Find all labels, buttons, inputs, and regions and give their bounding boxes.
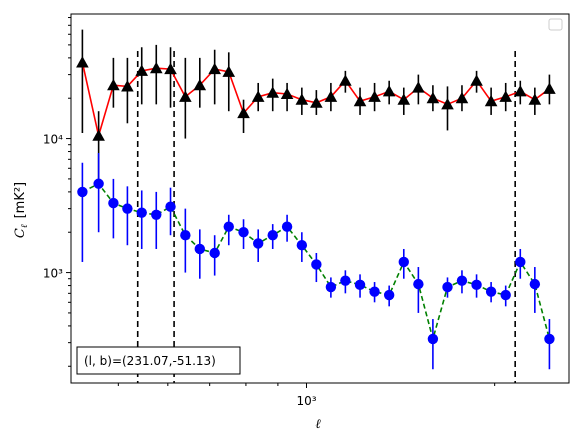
data-point-1-27: [471, 279, 482, 291]
y-tick-label-1000: 10³: [43, 267, 63, 281]
y-tick-label-10000: 10⁴: [43, 133, 63, 147]
data-point-1-7: [180, 230, 191, 241]
data-point-1-23: [413, 278, 424, 290]
data-point-0-11: [237, 106, 250, 119]
data-point-1-31: [529, 278, 541, 290]
data-point-1-3: [122, 203, 133, 214]
data-point-0-6: [164, 62, 177, 75]
data-point-1-29: [500, 289, 511, 301]
data-point-1-5: [151, 209, 162, 220]
ticks-layer: 10³ 10³ 10⁴: [43, 17, 496, 408]
data-point-1-26: [456, 275, 468, 286]
series-layer: [76, 29, 556, 370]
data-point-1-30: [515, 256, 526, 268]
data-point-0-0: [76, 56, 89, 68]
data-point-0-18: [339, 74, 352, 86]
data-point-0-30: [513, 85, 527, 97]
data-point-0-13: [266, 86, 280, 98]
x-tick-label-1000: 10³: [296, 394, 316, 408]
data-point-1-18: [340, 275, 351, 286]
data-point-1-21: [383, 289, 395, 301]
data-point-1-12: [252, 238, 264, 249]
data-point-0-15: [295, 93, 309, 105]
data-point-1-19: [354, 279, 366, 291]
y-axis-label-main: C: [13, 228, 28, 238]
data-point-1-0: [77, 186, 88, 198]
data-point-1-13: [267, 230, 278, 241]
data-point-1-16: [311, 259, 322, 270]
data-point-0-3: [121, 80, 134, 92]
data-point-1-24: [427, 333, 439, 345]
data-point-1-25: [442, 281, 453, 293]
data-point-0-1: [92, 129, 105, 141]
data-point-1-6: [165, 201, 176, 212]
data-point-0-21: [382, 85, 396, 97]
plot-frame: [70, 13, 570, 384]
annotation: (l, b)=(231.07,-51.13): [76, 346, 241, 375]
data-point-0-25: [441, 98, 454, 110]
data-point-1-22: [398, 256, 409, 268]
data-point-1-15: [296, 240, 308, 251]
data-point-0-31: [528, 93, 542, 105]
data-point-0-12: [251, 90, 265, 102]
data-point-0-26: [455, 91, 469, 104]
data-point-1-4: [136, 207, 147, 218]
vertical-dashed-lines: [136, 51, 516, 383]
data-point-1-11: [238, 227, 249, 238]
svg-text:Cℓ[mK²]: Cℓ [mK²]: [13, 182, 30, 238]
data-point-0-19: [353, 94, 367, 107]
y-axis-label-unit: [mK²]: [13, 182, 28, 219]
data-point-0-32: [543, 82, 556, 94]
data-point-0-22: [397, 93, 411, 105]
data-point-1-2: [108, 197, 119, 209]
data-point-0-5: [149, 61, 163, 74]
data-point-1-9: [209, 247, 220, 259]
y-axis-label: Cℓ [mK²]: [13, 182, 30, 238]
data-point-1-32: [544, 333, 555, 345]
data-point-0-9: [208, 62, 221, 75]
data-point-1-14: [281, 221, 293, 232]
y-axis-label-sub: ℓ: [20, 224, 30, 228]
legend-box: [548, 18, 563, 31]
data-point-1-20: [369, 286, 380, 297]
data-point-0-2: [107, 78, 120, 91]
series-1: [77, 153, 555, 370]
data-point-0-14: [280, 87, 294, 100]
data-point-1-8: [194, 243, 205, 255]
data-point-0-17: [324, 90, 338, 102]
data-point-0-4: [135, 64, 149, 76]
data-point-0-10: [222, 65, 236, 77]
series-0: [76, 29, 556, 179]
data-point-0-23: [412, 81, 425, 93]
axes-layer: [70, 13, 570, 384]
data-point-0-8: [193, 78, 207, 91]
data-point-0-29: [499, 90, 513, 102]
data-point-0-7: [179, 90, 192, 102]
data-point-1-28: [485, 286, 497, 297]
data-point-0-20: [368, 90, 381, 102]
data-point-0-24: [426, 91, 440, 104]
data-point-1-17: [325, 281, 337, 293]
data-point-0-27: [470, 74, 483, 86]
annotation-text: (l, b)=(231.07,-51.13): [84, 354, 216, 368]
x-axis-label: ℓ: [315, 417, 321, 432]
data-point-0-16: [310, 96, 323, 108]
data-point-0-28: [484, 94, 498, 107]
data-point-1-10: [223, 221, 234, 232]
data-point-1-1: [93, 178, 104, 189]
annotation-box: [76, 346, 241, 375]
